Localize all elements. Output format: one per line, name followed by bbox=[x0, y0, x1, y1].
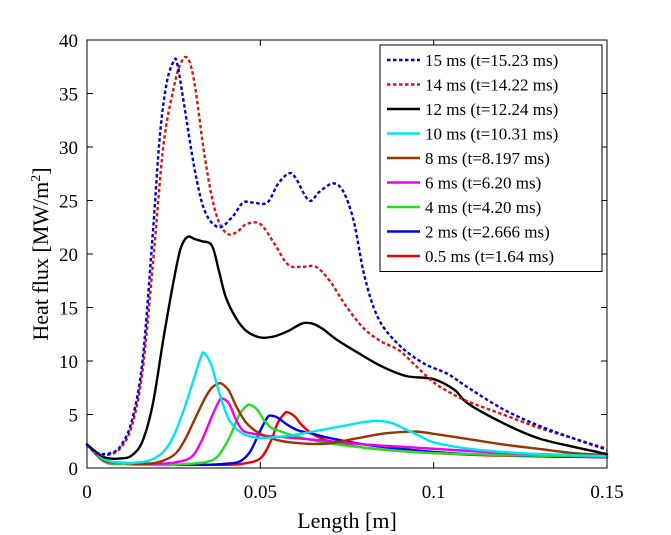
y-tick-label: 20 bbox=[59, 245, 78, 266]
y-tick-label: 15 bbox=[59, 299, 78, 320]
series-line bbox=[85, 381, 609, 465]
x-tick-label: 0.05 bbox=[244, 482, 277, 503]
y-tick-label: 35 bbox=[59, 85, 78, 106]
y-axis-label: Heat flux [MW/m2] bbox=[28, 167, 53, 340]
y-tick-label: 0 bbox=[69, 459, 79, 480]
series-line bbox=[86, 55, 608, 457]
legend-entry-label: 15 ms (t=15.23 ms) bbox=[425, 51, 558, 70]
legend-entry-label: 8 ms (t=8.197 ms) bbox=[425, 149, 550, 168]
series-line bbox=[86, 57, 608, 456]
legend-entry-label: 4 ms (t=4.20 ms) bbox=[425, 198, 541, 217]
legend-entry-label: 2 ms (t=2.666 ms) bbox=[425, 223, 550, 242]
x-tick-label: 0.1 bbox=[422, 482, 446, 503]
x-tick-label: 0.15 bbox=[590, 482, 623, 503]
ticks-layer: 0 0.05 0.1 0.15 0 5 10 15 20 25 30 35 40 bbox=[59, 31, 624, 503]
x-axis-label: Length [m] bbox=[297, 508, 397, 533]
y-tick-label: 10 bbox=[59, 352, 78, 373]
plot-frame bbox=[86, 39, 608, 469]
y-tick-label: 25 bbox=[59, 192, 78, 213]
series-line bbox=[85, 235, 609, 461]
y-tick-label: 5 bbox=[69, 406, 79, 427]
legend-entry-label: 12 ms (t=12.24 ms) bbox=[425, 100, 558, 119]
y-axis-label-end: ] bbox=[28, 167, 53, 174]
x-tick-label: 0 bbox=[82, 482, 92, 503]
series-line bbox=[85, 397, 609, 466]
legend-entry-label: 10 ms (t=10.31 ms) bbox=[425, 125, 558, 144]
series-line bbox=[85, 351, 609, 465]
legend-entry-label: 6 ms (t=6.20 ms) bbox=[425, 174, 541, 193]
y-tick-label: 30 bbox=[59, 138, 78, 159]
y-axis-label-superscript: 2 bbox=[29, 175, 44, 182]
series-line bbox=[85, 403, 609, 467]
legend-entry-label: 0.5 ms (t=1.64 ms) bbox=[425, 247, 554, 266]
series-layer bbox=[85, 55, 609, 467]
legend-entry-label: 14 ms (t=14.22 ms) bbox=[425, 76, 558, 95]
y-axis-label-main: Heat flux [MW/m bbox=[28, 182, 53, 341]
y-tick-label: 40 bbox=[59, 31, 78, 52]
legend: 15 ms (t=15.23 ms) 14 ms (t=14.22 ms) 12 m… bbox=[379, 44, 603, 272]
